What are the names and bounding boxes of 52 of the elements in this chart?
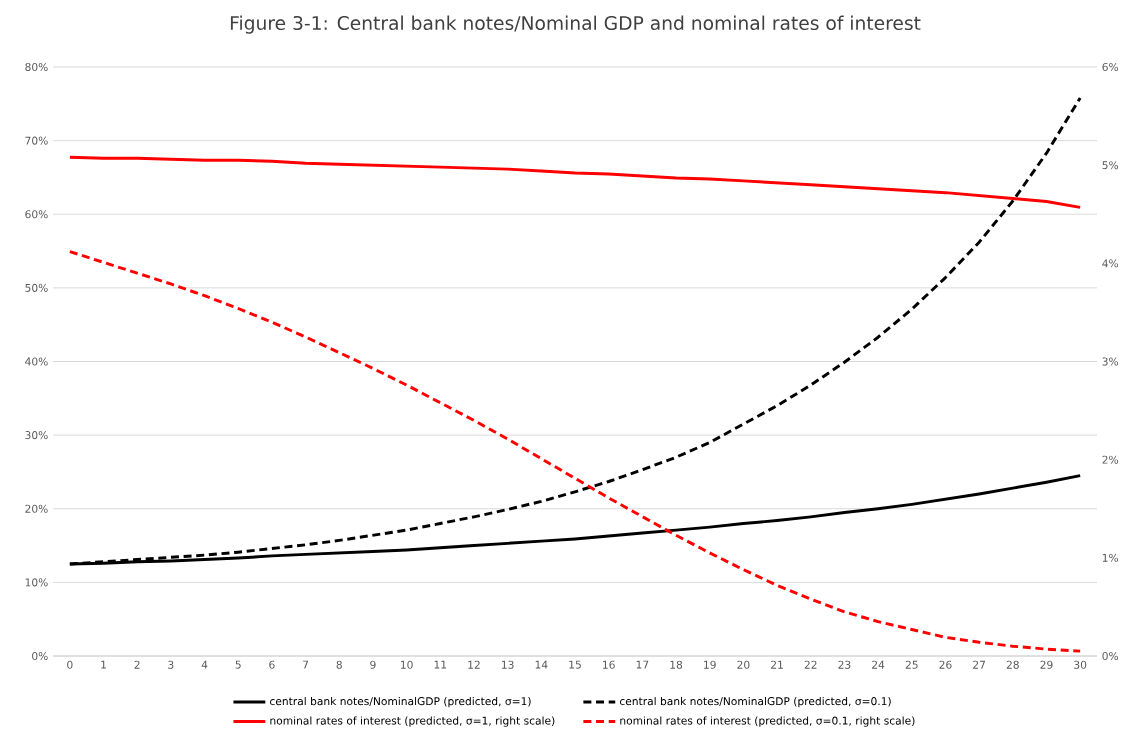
x-tick-label: 7 [303,660,309,669]
x-tick-label: 6 [269,660,275,669]
x-tick-label: 20 [737,660,750,669]
x-tick-label: 29 [1040,660,1053,669]
x-tick-label: 24 [872,660,885,669]
x-tick-label: 9 [370,660,376,669]
x-tick-label: 1 [101,660,106,669]
y2-tick-label: 0% [1102,651,1119,661]
x-tick-label: 2 [134,660,140,669]
x-tick-label: 16 [603,660,615,669]
y2-tick-label: 2% [1102,455,1119,464]
x-tick-label: 30 [1074,660,1087,669]
y-tick-label: 10% [25,578,48,587]
y2-tick-label: 4% [1102,259,1119,268]
y-tick-label: 30% [25,431,48,440]
x-tick-label: 3 [168,660,174,669]
y-tick-label: 0% [32,651,48,661]
x-tick-label: 0 [67,660,73,669]
x-tick-label: 22 [804,660,817,669]
y2-tick-label: 1% [1102,553,1119,562]
x-tick-label: 19 [704,660,716,669]
y-tick-label: 20% [25,504,48,513]
x-tick-label: 8 [336,660,342,669]
chart-title: Figure 3-1: Central bank notes/Nominal GDP and nominal rates of interest [230,15,921,34]
legend-label: central bank notes/NominalGDP (predicted, σ=0.1) [619,696,891,708]
legend-label: central bank notes/NominalGDP (predicted, σ=1) [270,696,531,708]
y-tick-label: 80% [25,62,48,72]
legend-label: nominal rates of interest (predicted, σ=1, right scale) [270,716,555,727]
x-tick-label: 11 [434,660,447,669]
x-tick-label: 13 [502,660,514,669]
x-tick-label: 18 [670,660,683,669]
x-tick-label: 12 [468,660,480,669]
y-tick-label: 70% [25,136,48,145]
x-tick-label: 21 [771,660,783,669]
x-tick-label: 5 [235,660,241,669]
y-tick-label: 50% [25,283,48,292]
x-tick-label: 4 [201,660,208,669]
x-tick-label: 25 [905,660,918,669]
x-tick-label: 15 [569,660,581,669]
x-tick-label: 28 [1006,660,1019,669]
x-tick-label: 26 [939,660,952,669]
x-tick-label: 10 [401,660,413,669]
x-tick-label: 27 [973,660,986,669]
y-tick-label: 40% [25,357,48,366]
x-tick-label: 17 [636,660,649,669]
y2-tick-label: 6% [1102,62,1119,72]
y2-tick-label: 3% [1102,357,1119,366]
x-tick-label: 23 [838,660,851,669]
y-tick-label: 60% [25,210,48,219]
legend-label: nominal rates of interest (predicted, σ=0.1, right scale) [620,716,915,727]
y2-tick-label: 5% [1102,161,1119,170]
x-tick-label: 14 [535,660,548,669]
